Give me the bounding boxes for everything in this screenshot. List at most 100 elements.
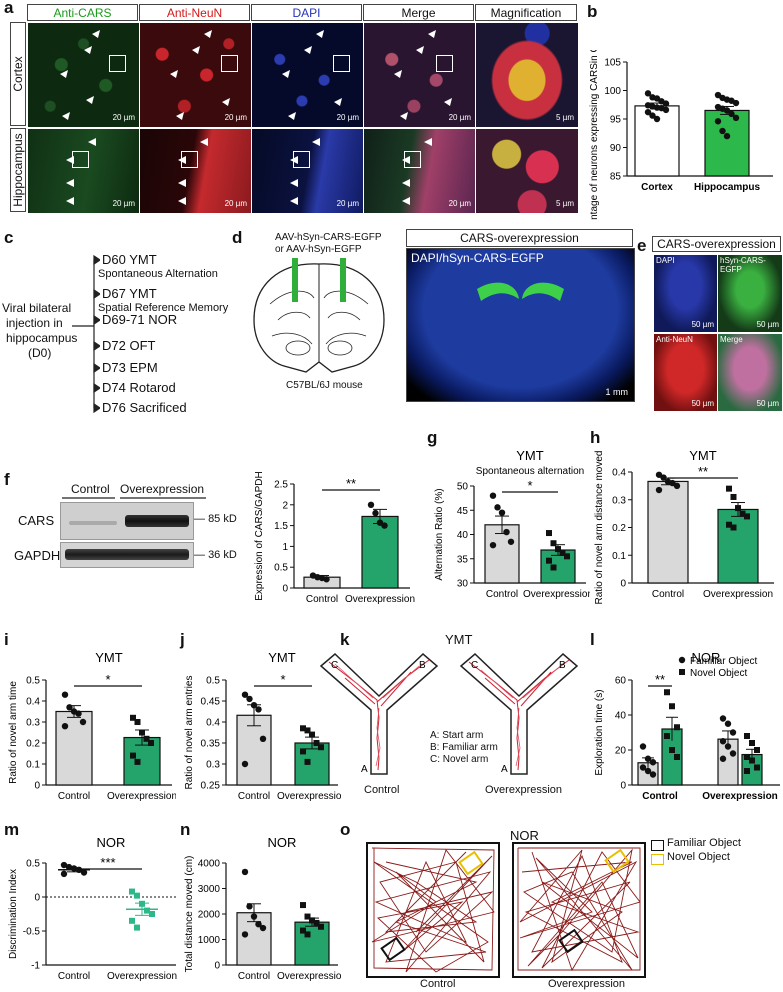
panel-label-c: c — [4, 228, 14, 247]
panel-label-o: o — [340, 820, 351, 839]
data-point — [144, 907, 150, 914]
data-point — [129, 888, 135, 895]
ymaze-legend-a: A: Start arm — [430, 730, 484, 741]
y-tick-label: 40 — [457, 530, 469, 541]
data-point — [246, 903, 253, 910]
data-point — [732, 99, 740, 107]
data-point — [507, 538, 515, 545]
y-axis-label: Ratio of novel arm time — [8, 681, 19, 784]
timeline-step-1-sub: Spontaneous Alternation — [98, 268, 218, 280]
row-label-cortex: Cortex — [10, 22, 26, 126]
chart-title: YMT — [268, 650, 296, 665]
data-point — [75, 710, 82, 717]
chart-subtitle: Spontaneous alternation — [476, 466, 584, 477]
arm-label-b: B — [419, 660, 426, 671]
injection-label-line-2: injection in — [6, 316, 63, 330]
image-hippocampus-neun: 20 µm — [139, 128, 252, 214]
legend-marker — [679, 669, 685, 675]
col-header-dapi: DAPI — [251, 4, 362, 21]
data-point — [653, 115, 661, 123]
chart-m: -1 -0.5 0 0.5 Discrimination Index NOR Control… — [8, 835, 177, 982]
data-point — [246, 695, 253, 703]
data-point — [65, 863, 73, 871]
image-label: DAPI/hSyn-CARS-EGFP — [411, 251, 544, 265]
size-label-36: — 36 kD — [194, 549, 237, 561]
data-point — [372, 509, 379, 517]
overexpression-title: CARS-overexpression — [406, 229, 633, 247]
chart-title: YMT — [95, 650, 123, 665]
scale-bar-label: 20 µm — [112, 199, 135, 208]
data-point — [730, 524, 737, 531]
panel-label-g: g — [427, 428, 438, 447]
y-tick-label: 100 — [604, 86, 621, 97]
data-point — [134, 758, 141, 765]
legend-label: Familiar Object — [690, 656, 757, 667]
y-tick-label: 0.1 — [26, 760, 40, 771]
data-point — [323, 576, 330, 583]
data-point — [129, 917, 135, 924]
y-axis-label: Exploration time (s) — [594, 689, 605, 775]
band — [65, 549, 189, 560]
chart-l: 0 20 40 60 Exploration time (s) NOR Control Ove… — [594, 650, 780, 802]
y-tick-label: 45 — [457, 506, 469, 517]
y-tick-label: 0 — [34, 781, 40, 792]
tile-label: DAPI — [656, 256, 675, 265]
chart-title: NOR — [268, 835, 297, 850]
y-tick-label: 0.1 — [612, 551, 626, 562]
legend-label: Novel Object — [690, 668, 747, 679]
arena-overexpression — [512, 842, 646, 978]
y-tick-label: 0.2 — [26, 739, 40, 750]
data-point — [564, 553, 570, 560]
y-tick-label: 0 — [620, 579, 626, 590]
virus-label-2: or AAV-hSyn-EGFP — [275, 244, 362, 255]
roi-box — [436, 55, 453, 72]
band-label-gapdh: GAPDH — [14, 548, 61, 563]
bar — [484, 524, 520, 584]
bar — [647, 480, 689, 584]
data-point — [300, 927, 306, 934]
bar — [55, 710, 93, 786]
tile-label: Anti-NeuN — [656, 335, 693, 344]
data-point — [649, 771, 657, 778]
data-point — [724, 720, 732, 727]
y-tick-label: 2000 — [198, 910, 221, 921]
image-hippocampus-dapi: 20 µm — [251, 128, 364, 214]
data-point — [300, 725, 306, 732]
data-point — [644, 90, 652, 97]
data-point — [649, 759, 657, 766]
data-point — [318, 923, 324, 930]
data-point — [304, 758, 311, 765]
data-point — [304, 727, 311, 734]
y-tick-label: 0.2 — [612, 523, 626, 534]
y-tick-label: -0.5 — [23, 927, 41, 938]
data-point — [546, 530, 552, 537]
data-point — [644, 108, 652, 116]
roi-box — [333, 55, 350, 72]
data-point — [498, 509, 506, 516]
y-tick-label: -1 — [31, 961, 40, 972]
y-axis-label: Total distance moved (cm) — [184, 856, 195, 973]
y-axis-label: Ratio of novel arm distance moved — [594, 451, 605, 605]
data-point — [309, 731, 315, 738]
panel-label-d: d — [232, 228, 243, 247]
size-label-85: — 85 kD — [194, 513, 237, 525]
y-tick-label: 85 — [610, 172, 622, 183]
data-point — [744, 733, 750, 739]
arm-label-b: B — [559, 660, 566, 671]
data-point — [744, 754, 750, 760]
image-hippocampus-merge: 20 µm — [363, 128, 476, 214]
y-tick-label: 0.4 — [206, 718, 220, 729]
data-point — [662, 106, 670, 114]
y-tick-label: 0 — [34, 893, 40, 904]
data-point — [489, 492, 497, 499]
col-header-merge: Merge — [363, 4, 474, 21]
timeline-step-2-sub: Spatial Reference Memory — [98, 302, 229, 314]
data-point — [241, 760, 249, 768]
y-tick-label: 30 — [457, 579, 469, 590]
data-point — [367, 501, 375, 508]
blot-group-control: Control — [71, 482, 110, 496]
y-tick-label: 1 — [282, 542, 288, 553]
blot-group-overexpression: Overexpression — [120, 482, 205, 496]
y-tick-label: 105 — [604, 58, 621, 69]
legend-marker — [678, 656, 686, 664]
